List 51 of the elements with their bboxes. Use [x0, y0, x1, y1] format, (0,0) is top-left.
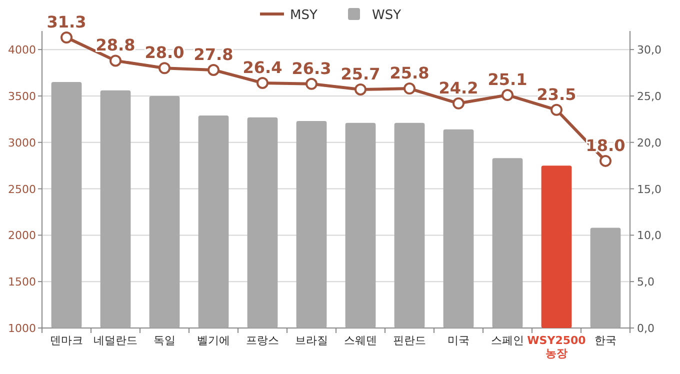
point — [452, 97, 464, 110]
y-tick-label: 2500 — [8, 182, 36, 196]
y2-tick-label: 30,0 — [637, 44, 662, 57]
data-label: 26.3 — [292, 58, 332, 78]
legend-label: MSY — [290, 8, 318, 23]
data-label: 25.1 — [488, 70, 528, 90]
x-tick-label: 한국 — [594, 334, 616, 347]
point — [354, 83, 366, 96]
data-label: 28.0 — [144, 43, 184, 62]
x-tick-label: 덴마크 — [50, 334, 83, 347]
point — [550, 104, 562, 116]
y-tick-label: 4000 — [8, 44, 36, 57]
y2-tick-label: 25,0 — [637, 90, 662, 103]
y2-tick-label: 15,0 — [637, 182, 662, 196]
point — [404, 82, 416, 95]
x-tick-label: 스페인 — [491, 334, 524, 347]
data-label: 26.4 — [242, 58, 282, 77]
x-tick-label: 스웨덴 — [344, 334, 377, 347]
point — [600, 154, 612, 167]
point — [60, 31, 72, 44]
y2-tick-label: 5,0 — [637, 276, 654, 289]
point — [306, 78, 318, 90]
point — [256, 76, 268, 89]
point — [208, 64, 220, 76]
data-label: 23.5 — [536, 84, 576, 104]
y2-tick-label: 20,0 — [637, 136, 662, 150]
y2-tick-label: 0,0 — [637, 322, 654, 335]
data-label: 25.8 — [390, 64, 430, 83]
x-tick-label: 브라질 — [295, 334, 328, 347]
point — [110, 54, 122, 67]
data-label: 28.8 — [96, 36, 136, 55]
point — [502, 89, 514, 102]
y-tick-label: 3000 — [8, 136, 36, 150]
x-tick-label: 미국 — [448, 334, 470, 347]
y-tick-label: 1000 — [8, 322, 36, 335]
x-tick-label: 프랑스 — [246, 334, 279, 347]
x-tick-label: WSY2500 농장 — [527, 334, 586, 360]
y-tick-label: 2000 — [8, 229, 36, 242]
x-tick-label: 네덜란드 — [94, 334, 138, 347]
data-label: 31.3 — [46, 12, 86, 32]
legend-label: WSY — [372, 8, 402, 23]
data-label: 25.7 — [340, 64, 380, 84]
y-tick-label: 1500 — [8, 276, 36, 289]
x-tick-label: 벨기에 — [197, 334, 230, 347]
x-tick-label: 독일 — [154, 334, 176, 347]
x-tick-label: 핀란드 — [393, 334, 426, 347]
data-label: 27.8 — [194, 44, 234, 64]
y2-tick-label: 10,0 — [637, 229, 662, 242]
data-label: 24.2 — [438, 78, 478, 98]
point — [158, 62, 170, 74]
y-tick-label: 3500 — [8, 90, 36, 103]
